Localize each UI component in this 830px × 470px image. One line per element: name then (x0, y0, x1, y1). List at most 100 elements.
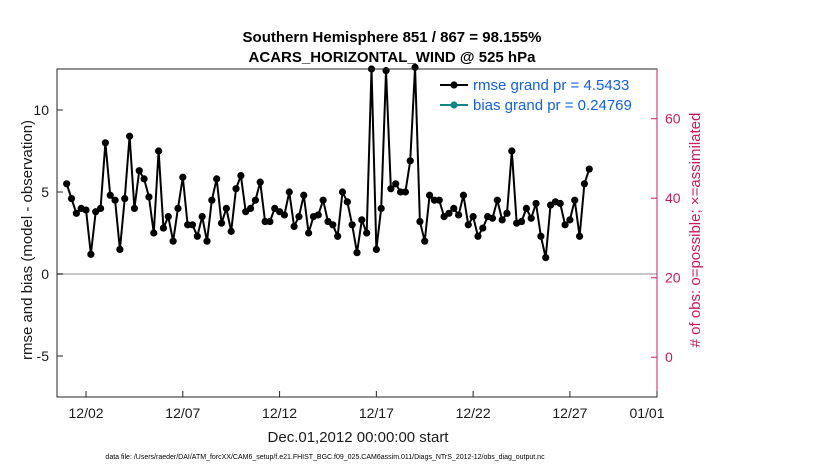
rmse-point (174, 204, 182, 212)
rmse-point (459, 191, 468, 199)
rmse-point (290, 222, 298, 231)
rmse-point (285, 188, 293, 196)
rmse-point (343, 198, 351, 206)
y2-tick-label: 40 (665, 190, 681, 206)
rmse-point (169, 237, 177, 245)
rmse-point (542, 254, 550, 262)
rmse-point (575, 232, 584, 240)
rmse-point (319, 196, 327, 204)
rmse-point (493, 196, 501, 204)
rmse-point (474, 232, 482, 240)
rmse-point (96, 204, 105, 212)
rmse-point (251, 196, 259, 204)
rmse-point (116, 245, 124, 253)
rmse-point (416, 217, 424, 226)
rmse-point (464, 221, 472, 229)
rmse-point (155, 147, 163, 155)
rmse-point (125, 132, 134, 140)
legend: rmse grand pr = 4.5433 bias grand pr = 0.… (433, 76, 651, 118)
rmse-point (106, 191, 114, 199)
rmse-point (377, 204, 385, 212)
rmse-point (305, 229, 313, 237)
x-tick-label: 12/27 (552, 405, 587, 421)
rmse-point (556, 199, 564, 208)
y2-tick-label: 0 (665, 349, 673, 365)
rmse-point (401, 188, 409, 196)
rmse-point (145, 193, 153, 201)
rmse-point (188, 221, 197, 229)
rmse-point (571, 196, 579, 204)
right-axis-label: # of obs: o=possible; ×=assimilated (687, 113, 704, 348)
rmse-point (111, 196, 119, 204)
legend-box (433, 76, 651, 118)
rmse-point (498, 216, 506, 224)
rmse-point (382, 67, 390, 75)
rmse-point (72, 209, 80, 217)
legend-entry: bias grand pr = 0.24769 (473, 97, 632, 114)
x-tick-label: 12/07 (165, 405, 200, 421)
rmse-point (406, 157, 414, 165)
rmse-point (179, 173, 187, 181)
rmse-point (334, 232, 342, 240)
rmse-point (67, 194, 76, 203)
rmse-point (329, 221, 337, 229)
rmse-point (208, 196, 216, 204)
y-axis-label: rmse and bias (model - observation) (19, 120, 36, 360)
rmse-point (517, 217, 526, 226)
rmse-point (580, 180, 589, 188)
rmse-point (372, 245, 380, 253)
rmse-point (217, 219, 226, 227)
y2-tick-label: 20 (665, 270, 681, 286)
y-tick-label: 10 (33, 102, 49, 118)
rmse-point (63, 180, 71, 188)
rmse-point (435, 196, 443, 204)
rmse-point (527, 214, 535, 222)
rmse-point (300, 191, 308, 199)
rmse-point (193, 232, 201, 240)
rmse-point (295, 213, 303, 221)
x-axis-label: Dec.01,2012 00:00:00 start (268, 429, 450, 446)
y-tick-label: -5 (37, 348, 50, 364)
rmse-point (411, 63, 419, 71)
rmse-point (566, 216, 574, 224)
x-tick-label: 12/12 (262, 405, 297, 421)
rmse-point (140, 175, 148, 183)
rmse-point (256, 178, 264, 186)
rmse-point (164, 213, 172, 221)
rmse-point (469, 213, 477, 221)
rmse-point (532, 199, 540, 208)
rmse-point (537, 232, 545, 240)
rmse-point (522, 204, 530, 212)
rmse-point (213, 175, 221, 183)
rmse-point (87, 250, 95, 258)
rmse-point (488, 214, 497, 222)
rmse-point (198, 213, 206, 221)
x-tick-label: 12/22 (456, 405, 491, 421)
x-tick-label: 01/01 (629, 405, 664, 421)
plot-area (56, 63, 658, 398)
chart-title: Southern Hemisphere 851 / 867 = 98.155% (243, 29, 542, 46)
rmse-series (63, 63, 593, 262)
y-tick-label: 0 (41, 266, 49, 282)
rmse-point (348, 221, 356, 229)
rmse-point (314, 211, 322, 219)
rmse-point (358, 216, 366, 224)
x-axis-ticks: 12/02 12/07 12/12 12/17 12/22 12/27 01/01 (69, 391, 665, 421)
rmse-point (222, 204, 230, 212)
rmse-point (227, 227, 235, 235)
rmse-point (445, 209, 453, 217)
y-tick-label: 5 (41, 184, 49, 200)
rmse-point (203, 237, 211, 245)
rmse-point (503, 209, 511, 217)
rmse-point (266, 217, 274, 226)
rmse-point (130, 204, 139, 212)
legend-marker (450, 81, 458, 89)
rmse-point (232, 185, 240, 193)
right-axis-ticks: 0 20 40 60 (651, 111, 681, 365)
rmse-point (353, 249, 361, 257)
rmse-point (479, 224, 487, 232)
rmse-point (387, 185, 395, 193)
rmse-point (455, 211, 463, 219)
y2-tick-label: 60 (665, 111, 681, 127)
